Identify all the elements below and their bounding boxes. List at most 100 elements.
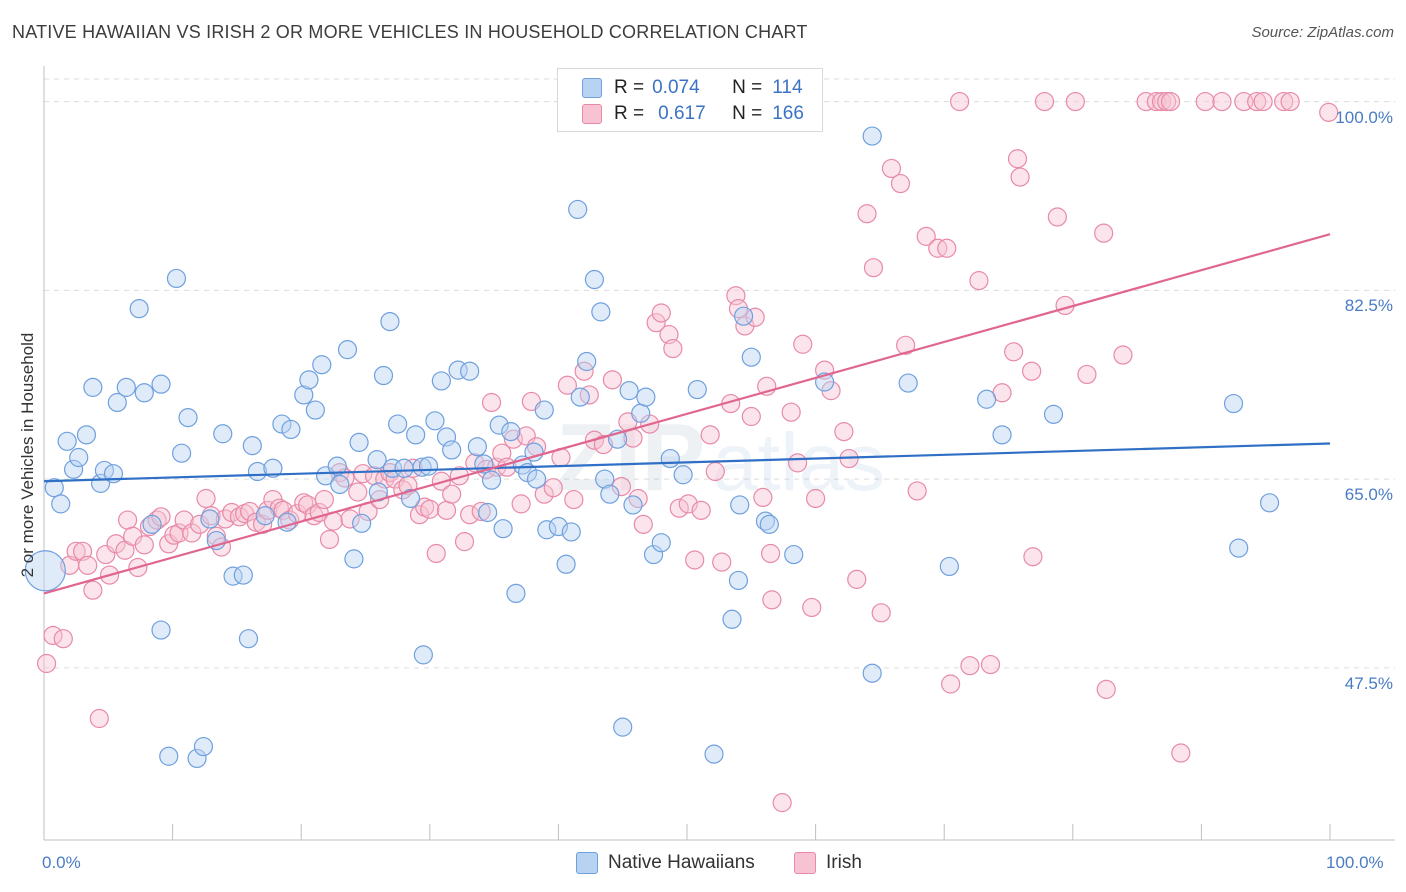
native-hawaiian-point xyxy=(733,306,754,326)
irish-point xyxy=(1253,91,1273,112)
native-hawaiian-point xyxy=(349,432,369,452)
irish-point xyxy=(941,674,961,694)
irish-point xyxy=(705,461,725,482)
irish-point xyxy=(980,654,1001,675)
irish-point xyxy=(628,488,648,509)
native-hawaiian-point xyxy=(704,744,724,764)
irish-point xyxy=(1319,102,1339,122)
r-value-blue: 0.074 xyxy=(652,77,700,98)
legend-label-native-hawaiians: Native Hawaiians xyxy=(608,852,755,873)
native-hawaiian-point xyxy=(330,474,350,495)
native-hawaiian-point xyxy=(493,519,513,539)
irish-point xyxy=(340,509,360,529)
r-label: R = xyxy=(614,77,645,98)
irish-point xyxy=(857,204,877,224)
irish-point xyxy=(834,422,854,442)
native-hawaiian-point xyxy=(413,645,433,665)
native-hawaiian-point xyxy=(327,456,347,476)
native-hawaiian-point xyxy=(481,470,502,490)
irish-point xyxy=(863,258,884,278)
irish-point xyxy=(602,370,623,390)
irish-point xyxy=(196,488,216,509)
native-hawaiian-point xyxy=(281,419,301,440)
native-hawaiian-point xyxy=(501,422,521,442)
irish-point xyxy=(426,543,446,564)
irish-point xyxy=(1034,91,1055,112)
irish-point xyxy=(793,334,813,354)
native-hawaiian-point xyxy=(233,565,253,585)
irish-point xyxy=(611,477,632,497)
native-hawaiian-point xyxy=(200,509,220,529)
irish-point xyxy=(1065,91,1085,112)
irish-point xyxy=(471,501,491,522)
native-hawaiian-point xyxy=(312,355,332,375)
native-hawaiian-point xyxy=(151,374,171,394)
native-hawaiian-point xyxy=(623,495,643,515)
native-hawaiian-point xyxy=(784,544,804,565)
y-tick-label: 47.5% xyxy=(1344,673,1393,693)
native-hawaiian-point xyxy=(263,458,283,478)
irish-point xyxy=(420,499,440,519)
irish-point xyxy=(511,494,531,514)
irish-point xyxy=(117,510,138,530)
irish-point xyxy=(1096,679,1116,699)
n-label: N = xyxy=(732,77,763,98)
y-axis-label: 2 or more Vehicles in Household xyxy=(18,332,37,578)
native-hawaiian-point xyxy=(478,502,498,523)
native-hawaiian-point xyxy=(51,494,71,514)
native-hawaiian-point xyxy=(1223,393,1244,414)
irish-point xyxy=(593,434,614,455)
stats-row-native-hawaiians: R = 0.074 N = 114 xyxy=(582,75,803,101)
n-label: N = xyxy=(732,103,763,124)
native-hawaiian-point xyxy=(489,415,509,435)
legend-native-hawaiians[interactable]: Native Hawaiians xyxy=(576,852,755,874)
irish-point xyxy=(712,552,732,572)
irish-point xyxy=(896,335,916,355)
native-hawaiian-point xyxy=(600,484,620,504)
native-hawaiian-point xyxy=(939,556,959,577)
native-hawaiian-point xyxy=(619,381,639,401)
irish-point xyxy=(669,498,689,518)
native-hawaiian-point xyxy=(1259,493,1280,513)
native-hawaiian-point xyxy=(643,544,664,565)
native-hawaiian-point xyxy=(862,126,882,146)
legend-irish[interactable]: Irish xyxy=(794,852,862,874)
irish-point xyxy=(1274,91,1294,112)
legend-blue-swatch xyxy=(576,852,598,874)
legend-label-irish: Irish xyxy=(826,852,862,873)
native-hawaiian-point xyxy=(568,199,588,220)
native-hawaiian-point xyxy=(57,431,77,451)
y-tick-label: 82.5% xyxy=(1344,296,1393,316)
irish-point xyxy=(663,338,683,359)
irish-point xyxy=(1077,364,1097,385)
native-hawaiian-point xyxy=(151,620,171,640)
irish-point xyxy=(134,535,154,555)
irish-point xyxy=(1146,91,1166,112)
native-hawaiian-point xyxy=(898,373,918,393)
irish-point xyxy=(781,402,801,422)
irish-point xyxy=(353,464,373,484)
native-hawaiian-point xyxy=(272,414,292,434)
native-hawaiian-point xyxy=(129,299,149,319)
native-hawaiian-point xyxy=(299,370,319,390)
native-hawaiian-point xyxy=(425,411,445,431)
irish-point xyxy=(436,500,457,520)
native-hawaiian-point xyxy=(556,554,576,574)
native-hawaiian-point xyxy=(352,513,372,533)
irish-point xyxy=(847,569,867,589)
r-label: R = xyxy=(614,103,645,124)
native-hawaiian-point xyxy=(722,609,742,629)
irish-trend-line xyxy=(43,233,1331,595)
irish-point xyxy=(481,392,502,413)
native-hawaiian-point xyxy=(534,400,554,420)
irish-point xyxy=(881,158,902,179)
native-hawaiian-point xyxy=(134,383,154,403)
irish-point xyxy=(762,590,782,610)
native-hawaiian-point xyxy=(406,425,426,445)
irish-point xyxy=(1047,207,1067,227)
n-value-pink: 166 xyxy=(772,103,804,124)
native-hawaiian-point xyxy=(741,347,761,367)
chart-title: NATIVE HAWAIIAN VS IRISH 2 OR MORE VEHIC… xyxy=(12,22,808,42)
irish-point xyxy=(960,656,980,676)
native-hawaiian-point xyxy=(223,566,243,586)
